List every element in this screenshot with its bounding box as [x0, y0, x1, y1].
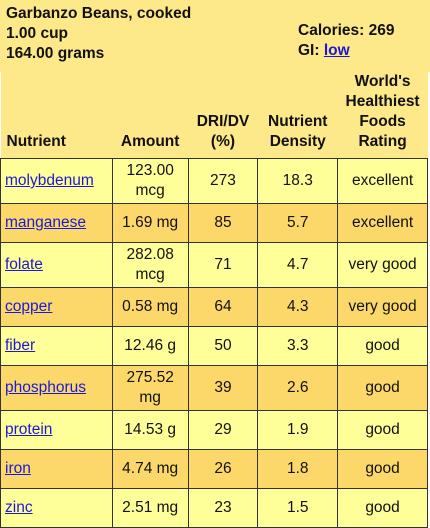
- rating-cell: excellent: [337, 203, 428, 243]
- col-header-density: Nutrient Density: [257, 72, 338, 159]
- amount-cell: 12.46 g: [111, 326, 189, 366]
- rating-cell: very good: [337, 287, 428, 327]
- amount-cell: 275.52 mg: [111, 365, 189, 411]
- rating-cell: good: [337, 488, 428, 528]
- food-name: Garbanzo Beans, cooked: [6, 5, 192, 22]
- dri-cell: 85: [187, 203, 259, 243]
- nutrient-cell: manganese: [0, 203, 113, 243]
- nutrient-cell: copper: [0, 287, 113, 327]
- amount-cell: 14.53 g: [111, 410, 189, 450]
- calories-label: Calories: 269: [298, 22, 395, 39]
- density-cell: 2.6: [257, 365, 339, 411]
- density-cell: 4.3: [257, 287, 339, 327]
- table-row: copper 0.58 mg 64 4.3 very good: [0, 287, 428, 327]
- table-row: protein 14.53 g 29 1.9 good: [0, 410, 428, 450]
- table-row: fiber 12.46 g 50 3.3 good: [0, 326, 428, 366]
- density-cell: 1.9: [257, 410, 339, 450]
- amount-cell: 0.58 mg: [111, 287, 189, 327]
- nutrient-link[interactable]: manganese: [5, 214, 87, 231]
- gi-label: GI:: [298, 42, 320, 59]
- rating-cell: good: [337, 326, 428, 366]
- density-cell: 4.7: [257, 242, 339, 288]
- table-header-row: Nutrient Amount DRI/DV (%) Nutrient Densit…: [0, 72, 428, 159]
- nutrient-link[interactable]: fiber: [5, 337, 36, 354]
- nutrient-link[interactable]: iron: [5, 460, 31, 477]
- nutrient-cell: zinc: [0, 488, 113, 528]
- density-cell: 1.5: [257, 488, 339, 528]
- gi-link[interactable]: low: [323, 42, 350, 59]
- food-header: Garbanzo Beans, cooked 1.00 cup 164.00 g…: [0, 0, 430, 72]
- nutrient-cell: folate: [0, 242, 113, 288]
- table-row: molybdenum 123.00 mcg 273 18.3 excellent: [0, 158, 428, 204]
- density-cell: 3.3: [257, 326, 339, 366]
- density-cell: 5.7: [257, 203, 339, 243]
- table-row: phosphorus 275.52 mg 39 2.6 good: [0, 365, 428, 411]
- rating-cell: excellent: [337, 158, 428, 204]
- nutrient-cell: protein: [0, 410, 113, 450]
- food-summary: Garbanzo Beans, cooked 1.00 cup 164.00 g…: [6, 4, 191, 64]
- nutrient-cell: phosphorus: [0, 365, 113, 411]
- nutrient-link[interactable]: protein: [5, 421, 53, 438]
- nutrient-link[interactable]: molybdenum: [5, 172, 94, 189]
- table-row: zinc 2.51 mg 23 1.5 good: [0, 488, 428, 528]
- gi-row: GI: low: [298, 41, 395, 61]
- dri-cell: 64: [187, 287, 259, 327]
- nutrient-cell: molybdenum: [0, 158, 113, 204]
- dri-cell: 29: [187, 410, 259, 450]
- rating-cell: good: [337, 410, 428, 450]
- nutrient-link[interactable]: copper: [5, 298, 53, 315]
- serving-size: 1.00 cup: [6, 25, 69, 42]
- density-cell: 18.3: [257, 158, 339, 204]
- density-cell: 1.8: [257, 449, 339, 489]
- nutrient-link[interactable]: phosphorus: [5, 379, 87, 396]
- col-header-dri: DRI/DV (%): [188, 72, 258, 159]
- table-row: folate 282.08 mcg 71 4.7 very good: [0, 242, 428, 288]
- dri-cell: 23: [187, 488, 259, 528]
- dri-cell: 71: [187, 242, 259, 288]
- nutrient-link[interactable]: folate: [5, 256, 43, 273]
- rating-cell: good: [337, 365, 428, 411]
- col-header-amount: Amount: [112, 72, 189, 159]
- nutrient-cell: fiber: [0, 326, 113, 366]
- col-header-rating: World's Healthiest Foods Rating: [337, 72, 428, 159]
- dri-cell: 26: [187, 449, 259, 489]
- table-row: manganese 1.69 mg 85 5.7 excellent: [0, 203, 428, 243]
- amount-cell: 4.74 mg: [111, 449, 189, 489]
- amount-cell: 2.51 mg: [111, 488, 189, 528]
- dri-cell: 50: [187, 326, 259, 366]
- serving-weight: 164.00 grams: [6, 45, 105, 62]
- nutrient-table: Nutrient Amount DRI/DV (%) Nutrient Densit…: [0, 72, 428, 528]
- dri-cell: 273: [187, 158, 259, 204]
- dri-cell: 39: [187, 365, 259, 411]
- amount-cell: 123.00 mcg: [111, 158, 189, 204]
- nutrient-link[interactable]: zinc: [5, 499, 33, 516]
- amount-cell: 282.08 mcg: [111, 242, 189, 288]
- table-row: iron 4.74 mg 26 1.8 good: [0, 449, 428, 489]
- rating-cell: good: [337, 449, 428, 489]
- food-stats: Calories: 269 GI: low: [298, 21, 395, 61]
- nutrient-cell: iron: [0, 449, 113, 489]
- rating-cell: very good: [337, 242, 428, 288]
- col-header-nutrient: Nutrient: [0, 72, 113, 159]
- amount-cell: 1.69 mg: [111, 203, 189, 243]
